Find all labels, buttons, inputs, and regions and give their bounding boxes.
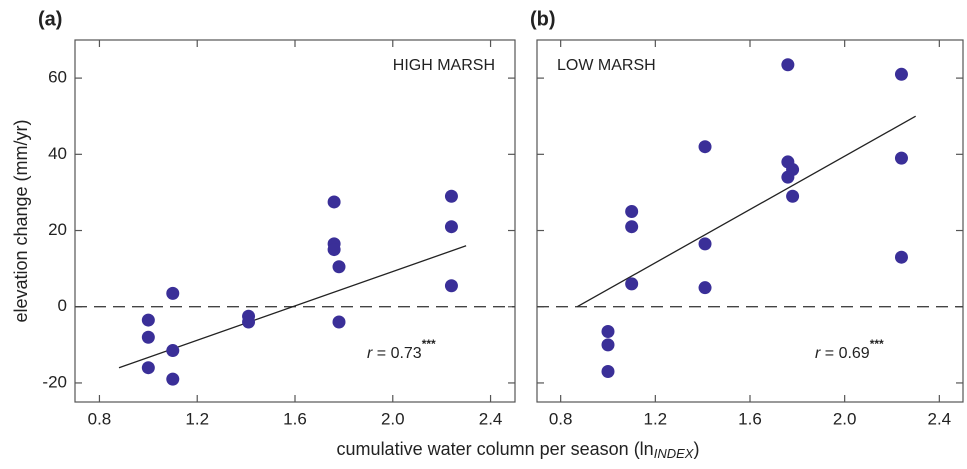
point <box>786 189 800 203</box>
x-tick-label: 2.4 <box>479 409 503 428</box>
stat-value: = 0.69 <box>820 345 869 362</box>
point <box>444 220 458 234</box>
point <box>141 361 155 375</box>
plot-frame <box>536 39 964 403</box>
y-tick-label: 40 <box>48 144 67 163</box>
x-tick-label: 1.2 <box>644 409 668 428</box>
point <box>625 277 639 291</box>
point <box>332 315 346 329</box>
stat-annotation: r = 0.73*** <box>367 337 436 362</box>
point <box>781 58 795 72</box>
y-tick-label: 0 <box>58 296 67 315</box>
point <box>698 281 712 295</box>
point <box>894 67 908 81</box>
stat-significance: *** <box>870 337 884 351</box>
y-tick-label: -20 <box>42 372 67 391</box>
stat-significance: *** <box>422 337 436 351</box>
panel-annotation: LOW MARSH <box>557 57 656 74</box>
x-axis-label-main: cumulative water column per season (ln <box>337 439 654 459</box>
point <box>698 237 712 251</box>
point <box>444 279 458 293</box>
y-tick-label: 20 <box>48 220 67 239</box>
stat-symbol: r <box>367 345 373 362</box>
panel-annotation: HIGH MARSH <box>393 57 495 74</box>
point <box>894 250 908 264</box>
point <box>327 195 341 209</box>
point <box>894 151 908 165</box>
point <box>141 330 155 344</box>
stat-annotation: r = 0.69*** <box>815 337 884 362</box>
x-tick-label: 0.8 <box>88 409 112 428</box>
point <box>332 260 346 274</box>
panel-label: (a) <box>38 8 62 30</box>
fit-line <box>576 115 916 308</box>
x-axis-label: cumulative water column per season (lnIN… <box>337 439 700 462</box>
point <box>601 365 615 379</box>
x-tick-label: 2.0 <box>381 409 405 428</box>
point <box>166 286 180 300</box>
panel-label: (b) <box>530 8 556 30</box>
point <box>786 163 800 177</box>
stat-symbol: r <box>815 345 821 362</box>
x-tick-label: 0.8 <box>549 409 573 428</box>
x-tick-label: 1.2 <box>185 409 209 428</box>
point <box>698 140 712 154</box>
point <box>625 204 639 218</box>
x-tick-label: 1.6 <box>738 409 762 428</box>
point <box>166 372 180 386</box>
stat-value: = 0.73 <box>372 345 421 362</box>
point <box>625 220 639 234</box>
point <box>242 315 256 329</box>
x-axis-label-sub: INDEX <box>654 446 695 461</box>
x-tick-label: 2.4 <box>928 409 952 428</box>
point <box>327 243 341 257</box>
x-tick-label: 2.0 <box>833 409 857 428</box>
x-axis-label-end: ) <box>693 439 699 459</box>
x-tick-label: 1.6 <box>283 409 307 428</box>
point <box>166 344 180 358</box>
y-tick-label: 60 <box>48 68 67 87</box>
point <box>141 313 155 327</box>
point <box>444 189 458 203</box>
point <box>601 325 615 339</box>
point <box>601 338 615 352</box>
y-axis-label: elevation change (mm/yr) <box>11 119 31 322</box>
